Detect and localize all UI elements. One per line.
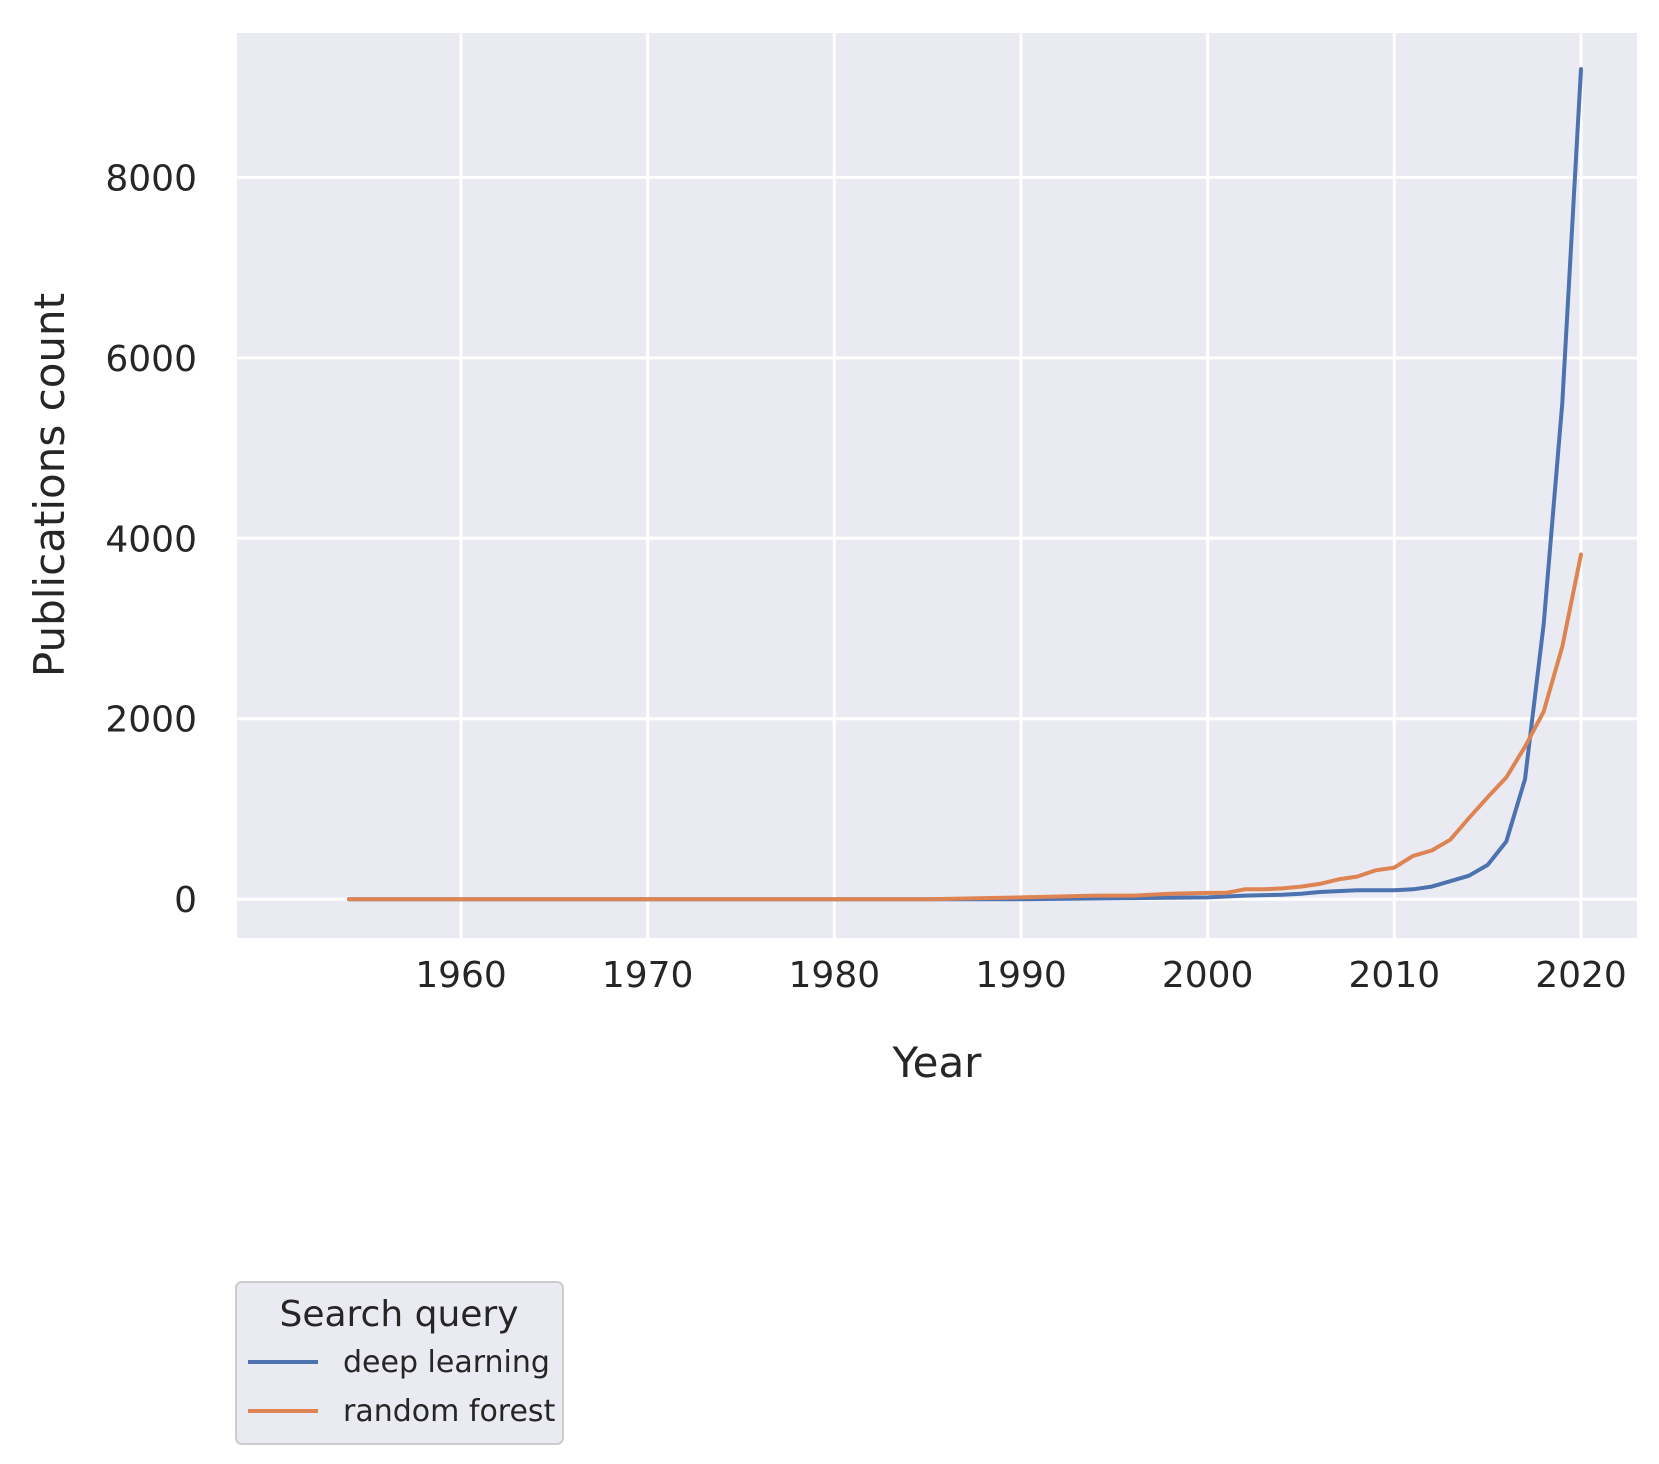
y-tick-label: 4000 (105, 519, 197, 560)
series-line-random-forest (347, 552, 1583, 902)
x-tick-labels: 1960 1970 1980 1990 2000 2010 2020 (415, 955, 1627, 996)
legend-title: Search query (279, 1294, 518, 1335)
y-axis-title: Publications count (25, 293, 74, 677)
series-lines (347, 67, 1583, 902)
legend: Search query deep learning random forest (235, 1281, 564, 1445)
x-tick-label: 1980 (789, 955, 881, 996)
legend-box (235, 1281, 564, 1445)
grid-lines (237, 33, 1637, 938)
legend-label-deep-learning: deep learning (343, 1345, 550, 1380)
x-tick-label: 2020 (1535, 955, 1627, 996)
x-tick-label: 1970 (602, 955, 694, 996)
x-tick-label: 1990 (975, 955, 1067, 996)
x-axis-title: Year (892, 1038, 983, 1087)
plot-background (237, 33, 1637, 938)
y-tick-labels: 0 2000 4000 6000 8000 (105, 158, 197, 921)
y-tick-label: 0 (174, 880, 197, 921)
legend-label-random-forest: random forest (343, 1394, 556, 1429)
x-tick-label: 1960 (415, 955, 507, 996)
y-tick-label: 2000 (105, 700, 197, 741)
y-tick-label: 6000 (105, 339, 197, 380)
x-tick-label: 2000 (1162, 955, 1254, 996)
y-tick-label: 8000 (105, 158, 197, 199)
x-tick-label: 2010 (1349, 955, 1441, 996)
